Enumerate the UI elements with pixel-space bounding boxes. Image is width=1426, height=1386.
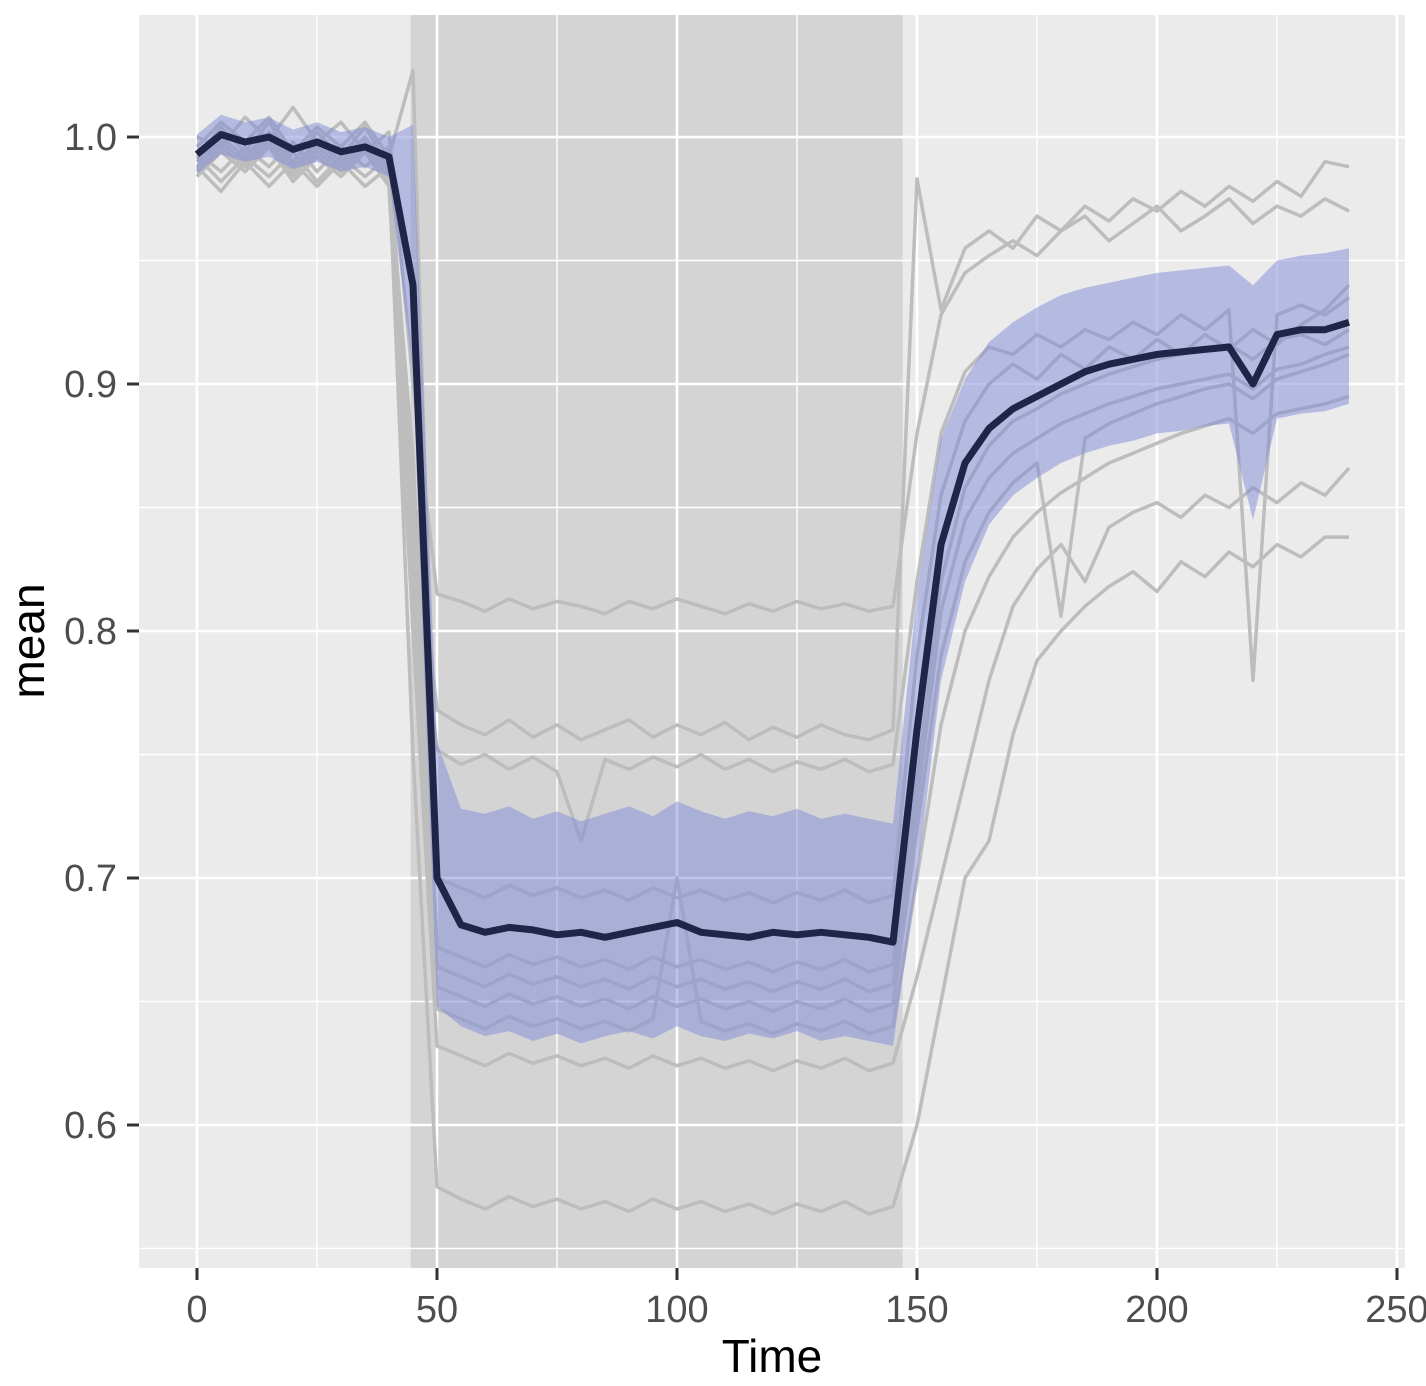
x-tick-label: 50 <box>416 1289 458 1331</box>
y-axis-title: mean <box>2 583 54 698</box>
x-tick-label: 150 <box>885 1289 948 1331</box>
y-tick-label: 0.8 <box>64 611 117 653</box>
x-tick-label: 250 <box>1365 1289 1426 1331</box>
panel-layer <box>139 15 1405 1268</box>
x-tick-label: 0 <box>186 1289 207 1331</box>
clipped-series <box>194 68 1351 1216</box>
y-tick-label: 1.0 <box>64 117 117 159</box>
x-axis-title: Time <box>722 1330 823 1382</box>
individual-line-run-1 <box>196 105 1350 616</box>
y-tick-label: 0.6 <box>64 1105 117 1147</box>
y-tick-label: 0.9 <box>64 364 117 406</box>
y-tick-label: 0.7 <box>64 858 117 900</box>
series-layer <box>194 68 1351 1216</box>
x-tick-label: 200 <box>1125 1289 1188 1331</box>
confidence-ribbon <box>197 114 1349 1047</box>
shaded-time-region <box>410 15 903 1268</box>
mean-line <box>194 131 1351 946</box>
x-tick-label: 100 <box>645 1289 708 1331</box>
axes-layer: 0 50 100 150 200 250 0.6 0.7 0.8 0.9 1.0 <box>64 117 1426 1331</box>
